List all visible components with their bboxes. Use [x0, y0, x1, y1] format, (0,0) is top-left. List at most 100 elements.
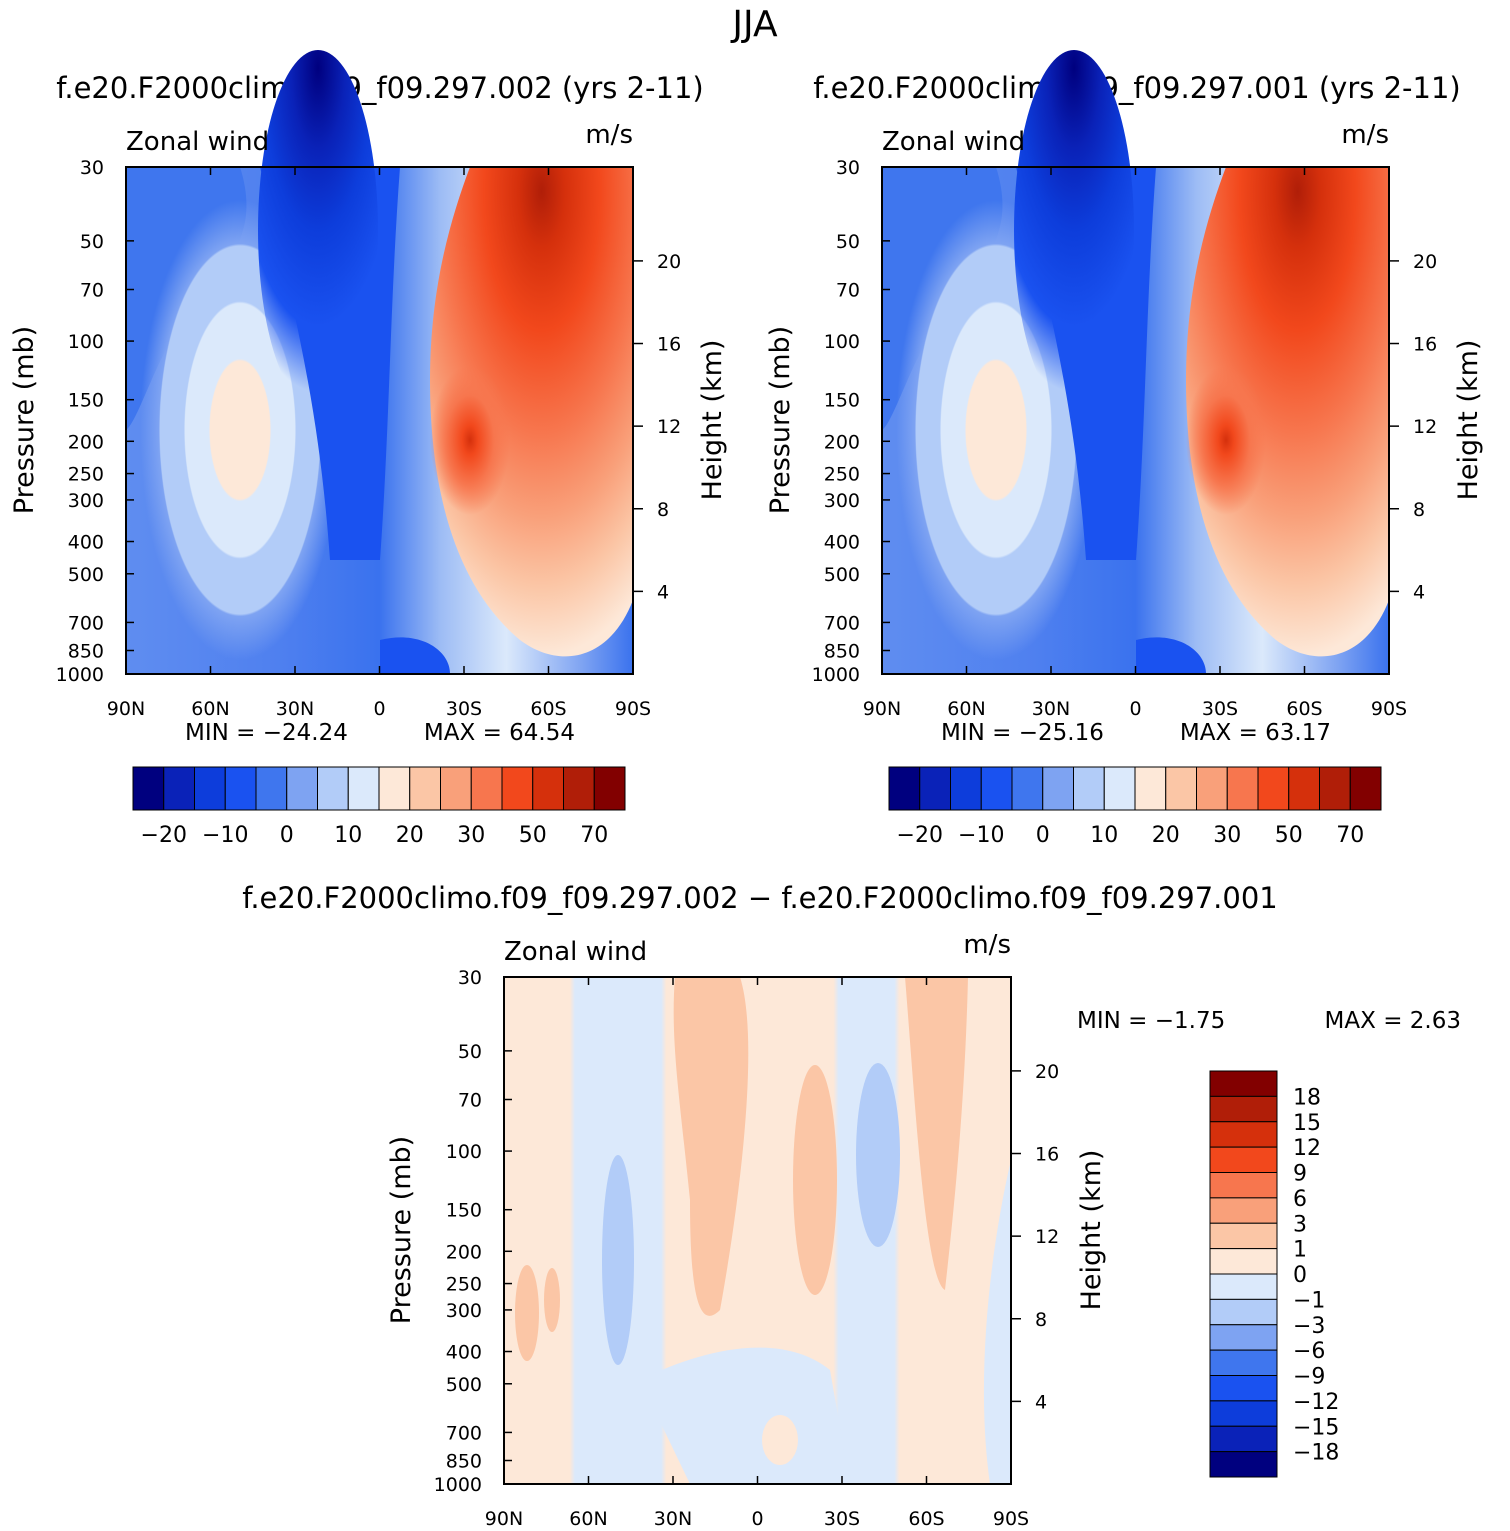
panel-b-lat-axis: 90N 60N 30N 0 30S 60S 90S	[863, 167, 1407, 720]
colorbar-box	[1209, 1324, 1278, 1351]
pressure-tick-label: 50	[80, 231, 104, 253]
colorbar-label: −6	[1293, 1339, 1325, 1364]
pressure-tick-label: 850	[824, 641, 860, 663]
panel-a-surface-fill	[380, 637, 450, 674]
colorbar-label: −10	[202, 823, 248, 848]
colorbar-box	[1073, 766, 1105, 811]
pressure-tick-label: 150	[446, 1200, 482, 1222]
lat-tick-label: 0	[751, 1508, 763, 1530]
panel-diff-positive-spot-1	[515, 1265, 539, 1361]
colorbar-box	[1257, 766, 1290, 811]
colorbar-box	[194, 766, 226, 811]
panel-b-min: MIN = −25.16	[941, 720, 1104, 746]
colorbar-label: −18	[1293, 1441, 1339, 1466]
pressure-tick-label: 100	[68, 331, 104, 353]
colorbar-box	[1209, 1298, 1278, 1326]
lat-tick-label: 30S	[446, 698, 482, 720]
height-tick-label: 20	[657, 251, 681, 273]
height-tick-label: 16	[1035, 1144, 1059, 1166]
lat-tick-label: 90N	[485, 1508, 523, 1530]
panel-diff-min: MIN = −1.75	[1077, 1008, 1225, 1034]
colorbar-box	[1209, 1222, 1278, 1250]
colorbar-label: −1	[1293, 1288, 1325, 1313]
colorbar-label: 15	[1293, 1111, 1321, 1136]
panel-a-pressure-title: Pressure (mb)	[9, 326, 40, 514]
panel-diff-positive-band-2	[793, 1065, 837, 1295]
pressure-tick-label: 70	[458, 1090, 482, 1112]
panel-diff-max: MAX = 2.63	[1325, 1008, 1461, 1034]
panel-diff-height-title: Height (km)	[1076, 1150, 1107, 1311]
colorbar-box	[888, 766, 921, 811]
colorbar-box	[1226, 766, 1259, 811]
colorbar-box	[563, 766, 595, 811]
pressure-tick-label: 200	[446, 1241, 482, 1263]
colorbar-label: 20	[396, 823, 424, 848]
lat-tick-label: 60S	[530, 698, 566, 720]
pressure-tick-label: 850	[446, 1451, 482, 1473]
pressure-tick-label: 1000	[812, 664, 860, 686]
pressure-tick-label: 50	[836, 231, 860, 253]
figure-title: JJA	[730, 4, 778, 45]
colorbar-box	[1209, 1273, 1278, 1300]
colorbar-label: −9	[1293, 1365, 1325, 1390]
panel-a-min: MIN = −24.24	[185, 720, 348, 746]
pressure-tick-label: 150	[824, 390, 860, 412]
pressure-tick-label: 1000	[434, 1474, 482, 1496]
colorbar-box	[1042, 766, 1074, 811]
pressure-tick-label: 700	[446, 1422, 482, 1444]
lat-tick-label: 90S	[615, 698, 651, 720]
lat-tick-label: 30N	[1032, 698, 1070, 720]
pressure-tick-label: 30	[458, 967, 482, 989]
colorbar-box	[1209, 1375, 1278, 1402]
colorbar-box	[347, 766, 380, 811]
pressure-tick-label: 400	[446, 1342, 482, 1364]
colorbar-label: 30	[1213, 823, 1241, 848]
pressure-tick-label: 250	[446, 1274, 482, 1296]
colorbar-box	[409, 766, 441, 811]
height-tick-label: 4	[1413, 581, 1425, 603]
colorbar-label: −20	[897, 823, 943, 848]
colorbar-label: 10	[334, 823, 362, 848]
pressure-tick-label: 500	[824, 564, 860, 586]
pressure-tick-label: 300	[68, 490, 104, 512]
panel-a-variable-label: Zonal wind	[126, 127, 269, 157]
lat-tick-label: 0	[373, 698, 385, 720]
colorbar-box	[470, 766, 503, 811]
colorbar-box	[593, 766, 626, 811]
lat-tick-label: 60N	[947, 698, 985, 720]
pressure-tick-label: 100	[446, 1141, 482, 1163]
lat-tick-label: 90N	[107, 698, 145, 720]
colorbar-box	[224, 766, 257, 811]
panel-b-colorbar: −20 −10 0 10 20 30 50 70	[888, 766, 1382, 848]
panel-a-lat-axis: 90N 60N 30N 0 30S 60S 90S	[107, 167, 651, 720]
colorbar-box	[1209, 1349, 1278, 1376]
colorbar-box	[1288, 766, 1320, 811]
pressure-tick-label: 200	[68, 431, 104, 453]
panel-a-height-title: Height (km)	[697, 340, 728, 501]
colorbar-label: 10	[1090, 823, 1118, 848]
colorbar-box	[1209, 1248, 1278, 1275]
height-tick-label: 20	[1413, 251, 1437, 273]
panel-b-max: MAX = 63.17	[1180, 720, 1331, 746]
pressure-tick-label: 500	[446, 1374, 482, 1396]
height-tick-label: 8	[1413, 499, 1425, 521]
pressure-tick-label: 850	[68, 641, 104, 663]
colorbar-box	[1134, 766, 1167, 811]
colorbar-label: −10	[958, 823, 1004, 848]
colorbar-label: 70	[1336, 823, 1364, 848]
panel-a-title: f.e20.F2000climo.f09_f09.297.002 (yrs 2-…	[56, 71, 703, 105]
panel-b-subtropical-jet	[1186, 365, 1266, 515]
colorbar-box	[1349, 766, 1382, 811]
pressure-tick-label: 500	[68, 564, 104, 586]
panel-diff-pole-negative	[983, 1160, 1011, 1484]
colorbar-box	[1209, 1425, 1278, 1453]
height-tick-label: 16	[1413, 334, 1437, 356]
colorbar-box	[1209, 1095, 1278, 1123]
pressure-tick-label: 300	[824, 490, 860, 512]
lat-tick-label: 60S	[908, 1508, 944, 1530]
